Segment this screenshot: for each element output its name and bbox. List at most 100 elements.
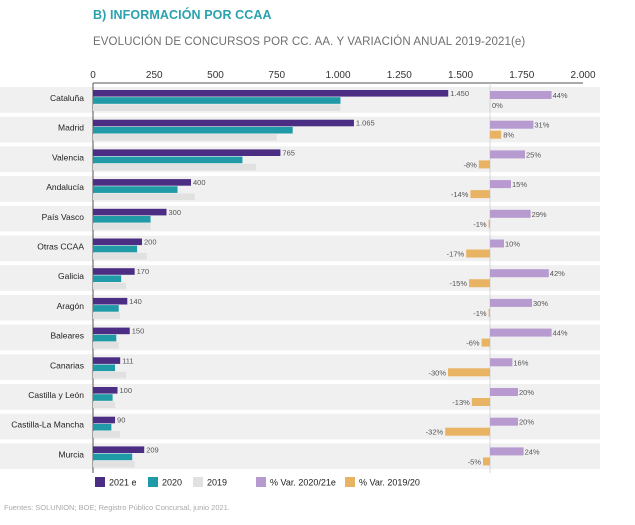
bar-2019 xyxy=(93,104,341,111)
variation-label-2019-20: -32% xyxy=(426,428,444,437)
category-label: Murcia xyxy=(58,449,84,459)
variation-label-2019-20: -30% xyxy=(428,368,446,377)
x-tick-label: 750 xyxy=(268,70,285,81)
variation-bar-2019-20 xyxy=(481,338,490,347)
bar-2019 xyxy=(93,460,135,468)
bar-value-label: 1.065 xyxy=(356,119,375,128)
category-label: Cataluña xyxy=(50,93,84,103)
bar-2019 xyxy=(93,163,256,171)
variation-label-2019-20: -8% xyxy=(463,160,477,169)
variation-label-2019-20: 8% xyxy=(503,131,514,140)
x-tick-label: 1.250 xyxy=(387,70,412,81)
variation-label-2020-21: 31% xyxy=(534,121,549,130)
legend-label: 2021 e xyxy=(109,478,137,488)
row-band xyxy=(0,443,600,470)
x-tick-label: 1.500 xyxy=(448,70,473,81)
bar-2020 xyxy=(93,186,178,193)
legend-swatch xyxy=(148,477,158,487)
bar-2019 xyxy=(93,401,116,408)
bar-2020 xyxy=(93,305,119,312)
variation-bar-2020-21 xyxy=(490,269,549,278)
source-note: Fuentes: SOLUNION; BOE; Registro Público… xyxy=(4,503,230,512)
category-label: Canarias xyxy=(50,360,84,370)
variation-label-2019-20: -1% xyxy=(473,309,487,318)
chart-heading: B) INFORMACIÓN POR CCAA xyxy=(93,8,272,22)
variation-label-2020-21: 24% xyxy=(525,447,540,456)
category-label: Castilla y León xyxy=(28,390,84,400)
bar-2021-e xyxy=(93,268,135,275)
category-label: Valencia xyxy=(52,152,84,162)
row-band xyxy=(0,413,600,440)
bar-2020 xyxy=(93,216,151,223)
bar-2019 xyxy=(93,134,277,141)
variation-label-2020-21: 30% xyxy=(533,299,548,308)
row-band xyxy=(0,146,600,173)
bar-2020 xyxy=(93,156,243,164)
bar-value-label: 150 xyxy=(132,327,145,336)
variation-bar-2020-21 xyxy=(490,447,524,456)
bar-value-label: 170 xyxy=(137,267,150,276)
bar-2019 xyxy=(93,312,120,319)
variation-bar-2020-21 xyxy=(490,209,531,218)
variation-bar-2019-20 xyxy=(466,249,490,258)
variation-label-2020-21: 25% xyxy=(526,150,541,159)
variation-label-2019-20: -15% xyxy=(449,279,467,288)
variation-bar-2020-21 xyxy=(490,91,552,99)
bar-2021-e xyxy=(93,297,128,305)
x-tick-label: 1.750 xyxy=(509,70,534,81)
variation-bar-2020-21 xyxy=(490,298,532,307)
bar-2021-e xyxy=(93,416,116,424)
bar-2021-e xyxy=(93,357,121,364)
category-label: Madrid xyxy=(58,123,84,133)
variation-label-2019-20: -6% xyxy=(466,339,480,348)
x-tick-label: 0 xyxy=(90,70,96,81)
variation-bar-2020-21 xyxy=(490,120,534,129)
bar-2021-e xyxy=(93,387,118,394)
bar-2020 xyxy=(93,245,138,253)
bar-2021-e xyxy=(93,327,130,335)
bar-2021-e xyxy=(93,446,145,453)
bar-value-label: 209 xyxy=(146,445,159,454)
bar-2019 xyxy=(93,371,127,379)
row-band xyxy=(0,384,600,410)
bar-2020 xyxy=(93,453,133,461)
x-tick-label: 250 xyxy=(146,70,163,81)
variation-label-2020-21: 44% xyxy=(553,91,568,100)
category-label: País Vasco xyxy=(42,212,85,222)
bar-2021-e xyxy=(93,119,354,127)
row-band xyxy=(0,324,600,351)
variation-bar-2019-20 xyxy=(445,427,490,436)
x-tick-label: 1.000 xyxy=(325,70,350,81)
legend-swatch xyxy=(345,477,355,487)
row-band xyxy=(0,354,600,380)
category-label: Baleares xyxy=(50,331,84,341)
variation-label-2019-20: -17% xyxy=(447,250,465,259)
variation-bar-2019-20 xyxy=(488,219,490,228)
row-band xyxy=(0,205,600,232)
bar-value-label: 300 xyxy=(169,208,182,217)
bar-2019 xyxy=(93,193,195,201)
bar-2021-e xyxy=(93,238,142,246)
row-band xyxy=(0,294,600,321)
variation-label-2020-21: 44% xyxy=(553,329,568,338)
variation-label-2020-21: 29% xyxy=(532,210,547,219)
bar-2020 xyxy=(93,334,117,342)
x-tick-label: 2.000 xyxy=(570,70,595,81)
bar-value-label: 90 xyxy=(117,416,125,425)
variation-bar-2019-20 xyxy=(448,368,490,377)
legend-label: % Var. 2020/21e xyxy=(270,478,336,488)
variation-bar-2020-21 xyxy=(490,239,504,248)
bar-value-label: 100 xyxy=(120,386,133,395)
x-tick-label: 500 xyxy=(207,70,224,81)
variation-label-2019-20: -5% xyxy=(468,457,482,466)
variation-bar-2019-20 xyxy=(483,457,490,466)
category-label: Aragón xyxy=(57,301,85,311)
bar-2019 xyxy=(93,431,120,438)
variation-label-2020-21: 16% xyxy=(513,358,528,367)
bar-2021-e xyxy=(93,179,191,186)
legend-label: 2020 xyxy=(162,478,182,488)
variation-label-2020-21: 20% xyxy=(519,388,534,397)
variation-bar-2019-20 xyxy=(471,398,490,406)
variation-bar-2020-21 xyxy=(490,388,518,396)
